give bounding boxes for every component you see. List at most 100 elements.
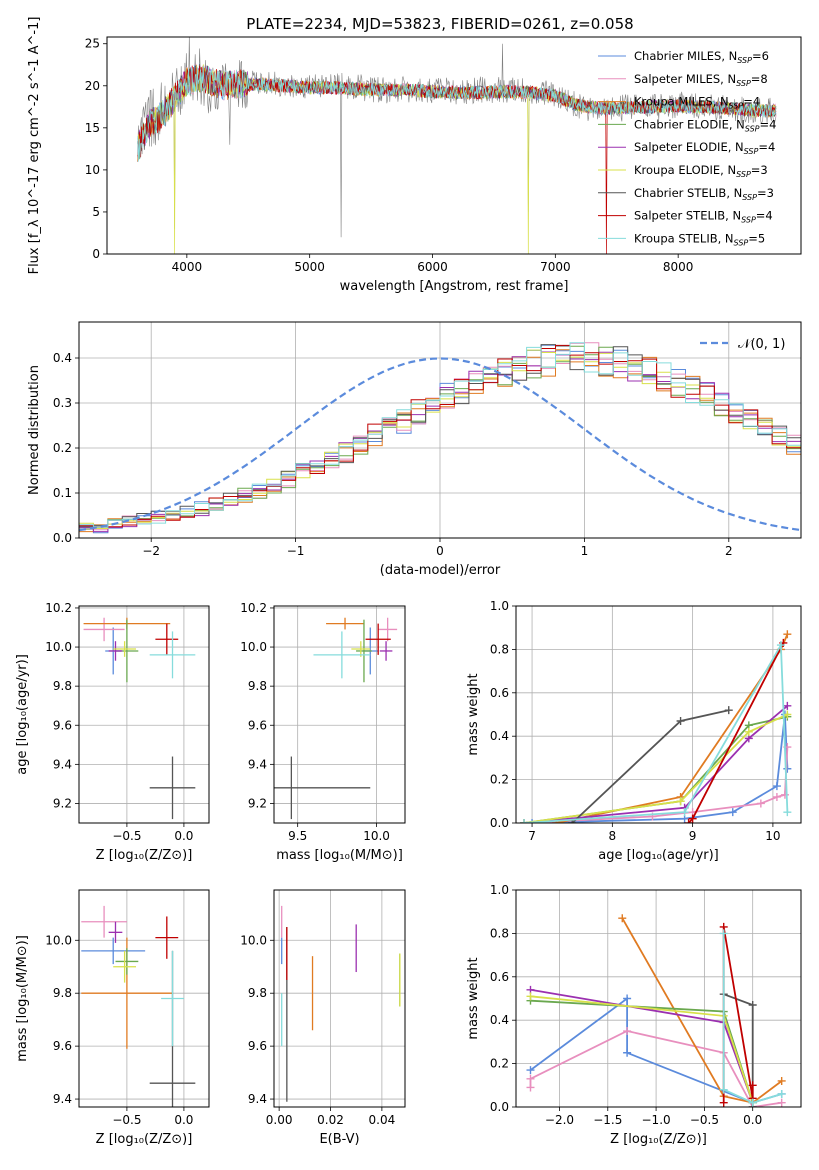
y-tick-label: 9.8 <box>53 679 72 693</box>
axes-frame <box>106 36 802 255</box>
histogram-steps <box>79 342 801 538</box>
x-axis-label: wavelength [Angstrom, rest frame] <box>340 279 569 294</box>
legend-entry: Salpeter STELIB, NSSP=4 <box>634 209 773 225</box>
x-axis-label: (data-model)/error <box>380 563 501 578</box>
mass-weight-series-line <box>687 642 785 823</box>
mass-weight-point-marker <box>783 630 792 639</box>
x-tick-label: 9.5 <box>288 829 307 843</box>
mass-weight-point-marker <box>526 1074 535 1083</box>
legend-entry: Salpeter MILES, NSSP=8 <box>634 72 768 88</box>
y-tick-label: 0.0 <box>490 816 509 830</box>
y-tick-label: 9.4 <box>248 1092 267 1106</box>
y-tick-label: 10.0 <box>240 640 267 654</box>
x-tick-label: 10 <box>765 829 780 843</box>
x-tick-label: 7000 <box>540 260 571 274</box>
mass-weight-point-marker <box>528 819 537 823</box>
x-tick-label: −1.5 <box>593 1113 622 1127</box>
y-tick-label: 5 <box>92 205 100 219</box>
age_vs_Z-plot-area <box>83 617 196 820</box>
mass-weight-point-marker <box>676 797 685 806</box>
legend-entry: Kroupa STELIB, NSSP=5 <box>634 231 765 247</box>
y-tick-label: 0.2 <box>53 441 72 455</box>
axes-frame <box>273 605 406 824</box>
mass-weight-point-marker <box>783 701 792 710</box>
mass-weight-series-line <box>523 713 788 823</box>
y-tick-label: 10.0 <box>240 933 267 947</box>
y-tick-label: 0.1 <box>53 486 72 500</box>
mass-weight-point-marker <box>684 819 693 823</box>
legend-entry: Kroupa MILES, NSSP=4 <box>634 95 760 111</box>
spectrum-panel: 4000 5000 6000 7000 8000 0 5 10 15 20 25 wavelength… <box>27 17 802 294</box>
mass-weight-point-marker <box>772 782 781 791</box>
y-tick-label: 20 <box>85 79 100 93</box>
mass-weight-series-line <box>532 714 789 823</box>
x-tick-label: −1.0 <box>642 1113 671 1127</box>
massweight_vs_age-plot-area <box>520 630 792 823</box>
mass-vs-metallicity-panel: −0.5 0.0 9.4 9.6 9.8 10.0 Z [log₁₀(Z/Z⊙)] mass … <box>15 889 210 1147</box>
y-tick-label: 10.0 <box>45 640 72 654</box>
y-tick-label: 0 <box>92 247 100 261</box>
axes-frame <box>515 605 802 824</box>
y-tick-label: 0.4 <box>53 351 72 365</box>
mass-weight-point-marker <box>520 819 529 823</box>
y-tick-label: 10 <box>85 163 100 177</box>
y-tick-label: 25 <box>85 37 100 51</box>
y-tick-label: 1.0 <box>490 883 509 897</box>
mass-weight-point-marker <box>526 1083 535 1092</box>
y-tick-label: 9.4 <box>248 757 267 771</box>
x-tick-label: 1 <box>581 544 589 558</box>
mass-weight-point-marker <box>526 992 535 1001</box>
x-tick-label: −1 <box>287 544 305 558</box>
y-tick-label: 9.2 <box>248 796 267 810</box>
y-tick-label: 0.3 <box>53 396 72 410</box>
mass-weight-point-marker <box>680 808 689 817</box>
mass-weight-point-marker <box>777 1089 786 1098</box>
x-tick-label: 0.0 <box>174 1113 193 1127</box>
y-tick-label: 9.8 <box>248 679 267 693</box>
y-tick-label: 10.2 <box>45 601 72 615</box>
x-tick-label: 8000 <box>663 260 694 274</box>
mass-weight-point-marker <box>688 814 697 823</box>
legend-entry: Chabrier ELODIE, NSSP=4 <box>634 117 776 133</box>
y-tick-label: 1.0 <box>490 599 509 613</box>
mass-weight-series-line <box>523 746 789 823</box>
x-tick-label: 0 <box>436 544 444 558</box>
x-axis-label: age [log₁₀(age/yr)] <box>598 848 719 863</box>
y-axis-label: mass [log₁₀(M/M⊙)] <box>15 935 30 1062</box>
legend-entry: Kroupa ELODIE, NSSP=3 <box>634 163 768 179</box>
y-tick-label: 9.4 <box>53 757 72 771</box>
mass-weight-series-line <box>621 917 783 1104</box>
y-tick-label: 9.8 <box>53 986 72 1000</box>
y-tick-label: 9.8 <box>248 986 267 1000</box>
y-tick-label: 9.6 <box>248 1039 267 1053</box>
x-tick-label: −0.5 <box>112 829 141 843</box>
y-tick-label: 0.0 <box>53 531 72 545</box>
mass-weight-point-marker <box>526 1066 535 1075</box>
mass-weight-point-marker <box>783 808 792 817</box>
figure-title: PLATE=2234, MJD=53823, FIBERID=0261, z=0… <box>246 15 633 33</box>
y-axis-label: Normed distribution <box>27 365 42 495</box>
mass_vs_EBV-plot-area <box>281 905 401 1102</box>
x-tick-label: 8 <box>609 829 617 843</box>
massweight_vs_Z-plot-area <box>526 914 786 1107</box>
y-tick-label: 9.6 <box>53 718 72 732</box>
x-tick-label: 4000 <box>172 260 203 274</box>
x-axis-label: mass [log₁₀(M/M⊙)] <box>276 848 403 863</box>
x-tick-label: 0.02 <box>317 1113 344 1127</box>
x-tick-label: 6000 <box>417 260 448 274</box>
x-tick-label: 0.0 <box>743 1113 762 1127</box>
residuals-histogram-panel: −2 −1 0 1 2 0.0 0.1 0.2 0.3 0.4 (data-model)/error… <box>27 321 802 578</box>
mass-weight-point-marker <box>744 727 753 736</box>
y-tick-label: 0.8 <box>490 926 509 940</box>
mass_vs_Z-plot-area <box>81 905 196 1107</box>
age_vs_mass-plot-area <box>274 617 398 820</box>
y-axis-label: mass weight <box>466 957 481 1039</box>
mass-weight-series-line <box>722 933 782 1104</box>
x-axis-label: Z [log₁₀(Z/Z⊙)] <box>96 1132 193 1147</box>
axes-frame <box>78 889 210 1108</box>
mass-weight-point-marker <box>728 808 737 817</box>
mass-weight-point-marker <box>748 1081 757 1090</box>
y-tick-label: 9.6 <box>248 718 267 732</box>
mass-weight-series-line <box>530 995 754 1103</box>
